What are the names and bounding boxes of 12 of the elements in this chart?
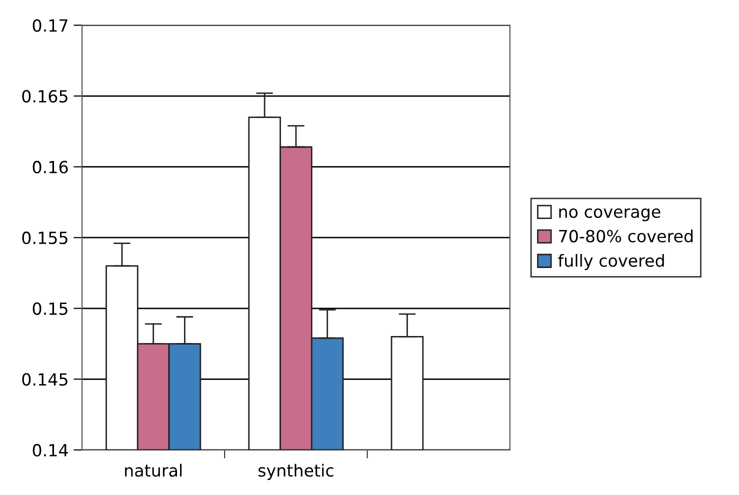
y-tick-label: 0.16 bbox=[32, 160, 68, 174]
y-tick-label: 0.165 bbox=[22, 90, 68, 103]
x-tick-label: natural bbox=[125, 464, 182, 477]
legend-label: 70-80% covered bbox=[559, 230, 693, 242]
y-tick-label: 0.14 bbox=[32, 444, 68, 457]
legend-label: no coverage bbox=[559, 208, 660, 222]
y-tick-label: 0.17 bbox=[32, 19, 68, 32]
x-tick-label: synthetic bbox=[258, 464, 334, 480]
y-tick-label: 0.145 bbox=[22, 373, 68, 386]
y-tick-label: 0.155 bbox=[22, 232, 68, 244]
legend-label: fully covered bbox=[558, 254, 664, 270]
y-tick-label: 0.15 bbox=[32, 302, 68, 315]
